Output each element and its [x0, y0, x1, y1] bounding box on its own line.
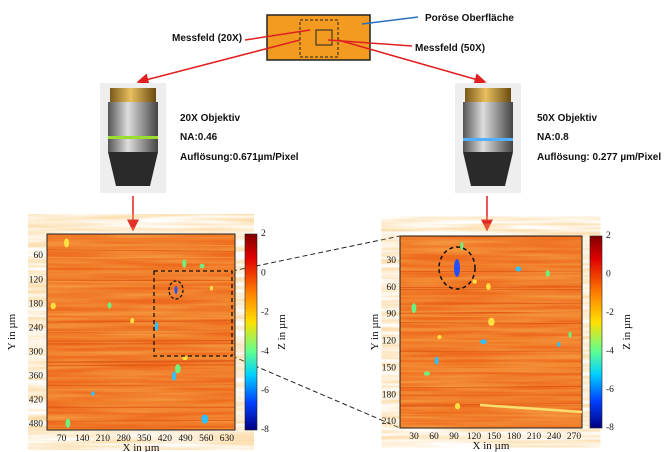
y-tick-label: 420: [29, 396, 44, 406]
figure: Poröse Oberfläche Messfeld (20X) Messfel…: [0, 0, 670, 452]
y-tick-label: 180: [29, 299, 44, 309]
spot: [460, 242, 463, 250]
x-tick-label: 630: [220, 434, 235, 444]
objective-resolution: Auflösung:0.671µm/Pixel: [180, 152, 299, 163]
spot: [424, 371, 430, 375]
spot: [91, 391, 95, 395]
spot: [172, 371, 176, 381]
colorbar-tick-label: 2: [606, 231, 611, 241]
spot: [66, 419, 71, 428]
x-tick-label: 560: [199, 434, 214, 444]
spot: [51, 303, 56, 310]
field-label: Messfeld (20X): [172, 33, 242, 44]
spot: [155, 322, 159, 331]
sample: [267, 15, 370, 60]
objective-20x: [100, 83, 166, 193]
spot: [201, 415, 208, 424]
spot: [182, 259, 186, 268]
spot: [546, 270, 550, 277]
spot: [437, 335, 441, 339]
colorbar-tick-label: -6: [261, 386, 269, 396]
x-tick-label: 140: [75, 434, 90, 444]
y-axis-label: Y in µm: [369, 313, 381, 350]
colorbar-tick-label: -4: [261, 347, 269, 357]
colorbar: [245, 234, 257, 430]
spot: [488, 318, 495, 326]
y-tick-label: 180: [382, 390, 397, 400]
objective-50x: [455, 83, 521, 193]
spot: [515, 267, 521, 272]
spot: [64, 238, 69, 247]
arrow: [138, 40, 300, 82]
y-tick-label: 90: [387, 310, 397, 320]
y-tick-label: 150: [382, 363, 397, 373]
spot: [175, 364, 181, 373]
y-tick-label: 30: [387, 256, 397, 266]
spot: [130, 318, 134, 323]
x-tick-label: 420: [158, 434, 173, 444]
colorbar-tick-label: 2: [261, 229, 266, 239]
colorbar-label: Z in µm: [276, 314, 288, 350]
colorbar-tick-label: -2: [261, 308, 269, 318]
y-tick-label: 480: [29, 420, 44, 430]
colorbar-tick-label: 0: [606, 270, 611, 280]
y-tick-label: 60: [34, 251, 44, 261]
x-tick-label: 270: [567, 432, 582, 442]
objective-na: NA:0.46: [180, 132, 218, 143]
x-tick-label: 240: [547, 432, 562, 442]
x-tick-label: 210: [96, 434, 111, 444]
spot: [200, 264, 205, 268]
spot: [108, 302, 112, 308]
objective-na: NA:0.8: [537, 132, 569, 143]
y-axis-label: Y in µm: [6, 313, 18, 350]
spot: [210, 286, 213, 291]
spot: [568, 331, 571, 337]
height-map-texture: [47, 234, 235, 430]
y-tick-label: 360: [29, 371, 44, 381]
pore: [175, 286, 178, 294]
spot: [557, 342, 560, 347]
x-axis-label: X in µm: [473, 440, 510, 452]
y-tick-label: 60: [387, 283, 397, 293]
spot: [480, 339, 487, 344]
x-axis-label: X in µm: [123, 442, 160, 452]
colorbar-tick-label: 0: [261, 268, 266, 278]
spot: [486, 283, 491, 290]
colorbar-label: Z in µm: [621, 314, 633, 350]
y-tick-label: 120: [382, 337, 397, 347]
surface-label: Poröse Oberfläche: [425, 13, 514, 24]
colorbar-tick-label: -2: [606, 308, 614, 318]
y-tick-label: 210: [382, 417, 397, 427]
x-tick-label: 210: [527, 432, 542, 442]
field-label: Messfeld (50X): [415, 43, 485, 54]
objective-name: 50X Objektiv: [537, 113, 597, 124]
spot: [455, 403, 460, 409]
height-map-texture: [400, 236, 582, 428]
y-tick-label: 300: [29, 347, 44, 357]
colorbar: [590, 236, 602, 428]
spot: [472, 280, 477, 284]
streak: [400, 287, 582, 288]
x-tick-label: 490: [178, 434, 193, 444]
colorbar-tick-label: -8: [606, 423, 614, 433]
spot: [411, 303, 416, 313]
pore: [454, 259, 460, 277]
x-tick-label: 90: [449, 432, 459, 442]
objective-name: 20X Objektiv: [180, 113, 240, 124]
x-tick-label: 70: [57, 434, 67, 444]
colorbar-tick-label: -8: [261, 425, 269, 435]
colorbar-tick-label: -4: [606, 346, 614, 356]
y-tick-label: 240: [29, 323, 44, 333]
x-tick-label: 60: [429, 432, 439, 442]
spot: [435, 356, 439, 364]
colorbar-tick-label: -6: [606, 385, 614, 395]
objective-resolution: Auflösung: 0.277 µm/Pixel: [537, 152, 661, 163]
y-tick-label: 120: [29, 275, 44, 285]
x-tick-label: 30: [409, 432, 419, 442]
